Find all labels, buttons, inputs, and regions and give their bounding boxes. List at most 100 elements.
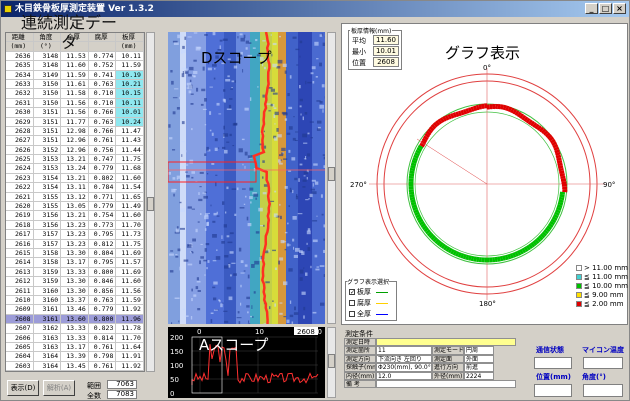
table-units-row[interactable]: (mm) (°) (mm) xyxy=(6,42,144,52)
checkbox[interactable] xyxy=(349,311,355,317)
table-cell: 0.802 xyxy=(89,173,117,183)
table-cell: 2617 xyxy=(6,230,34,239)
graph-option[interactable]: 全厚 xyxy=(349,309,388,319)
display-button[interactable]: 表示(D) xyxy=(7,380,39,396)
dscope-noise xyxy=(307,81,312,84)
table-row[interactable]: 2611 3160 13.30 0.856 11.56 xyxy=(6,286,144,296)
dscope-noise xyxy=(240,302,242,306)
dscope-noise xyxy=(234,213,237,216)
ascope-scrollbar[interactable] xyxy=(327,327,336,398)
dscope-noise xyxy=(289,187,292,190)
graph-option[interactable]: ✓ 板厚 xyxy=(349,287,388,297)
table-row[interactable]: 2623 3154 13.21 0.802 11.60 xyxy=(6,173,144,184)
dscope-noise xyxy=(184,164,189,166)
dscope-noise xyxy=(259,57,264,61)
table-row[interactable]: 2624 3153 13.24 0.779 11.68 xyxy=(6,164,144,174)
ascope-view[interactable]: 200150100500010202608 xyxy=(168,327,325,398)
table-row[interactable]: 2602316513.450.79611.87 xyxy=(6,371,144,372)
graph-option[interactable]: 腐厚 xyxy=(349,298,388,308)
table-cell: 11.56 xyxy=(61,98,89,108)
polar-graph[interactable]: 0° 90° 180° 270° xyxy=(342,24,629,326)
dscope-view[interactable] xyxy=(168,32,325,324)
dscope-noise xyxy=(279,312,283,315)
dscope-scrollbar[interactable] xyxy=(327,32,336,324)
table-row[interactable]: 2621 3155 13.12 0.771 11.65 xyxy=(6,192,144,203)
dscope-signal xyxy=(252,32,271,324)
close-button[interactable]: × xyxy=(613,3,626,14)
dscope-noise xyxy=(272,92,278,95)
thickness-trace-segment xyxy=(500,104,504,110)
dscope-noise xyxy=(315,76,318,78)
table-row[interactable]: 2614 3158 13.17 0.795 11.57 xyxy=(6,258,144,268)
table-row[interactable]: 2622 3154 13.11 0.784 11.54 xyxy=(6,183,144,193)
thickness-trace-segment xyxy=(544,132,551,138)
dscope-noise xyxy=(222,201,225,205)
dscope-noise xyxy=(238,321,241,324)
angle-label-270: 270° xyxy=(350,181,367,189)
table-row[interactable]: 2606 3163 13.33 0.814 11.70 xyxy=(6,333,144,343)
table-row[interactable]: 2618 3156 13.23 0.773 11.70 xyxy=(6,220,144,231)
dscope-noise xyxy=(284,248,287,251)
scroll-thumb[interactable] xyxy=(147,197,154,211)
table-row[interactable]: 2633 3150 11.61 0.763 10.21 xyxy=(6,79,144,90)
table-row[interactable]: 2609 3161 13.46 0.779 11.92 xyxy=(6,305,144,315)
checkbox[interactable] xyxy=(349,300,355,306)
table-row[interactable]: 2632 3150 11.58 0.710 10.15 xyxy=(6,89,144,99)
table-row[interactable]: 2604 3164 13.39 0.798 11.91 xyxy=(6,352,144,362)
table-row[interactable]: 2610 3160 13.37 0.763 11.59 xyxy=(6,295,144,306)
dscope-noise xyxy=(278,162,283,165)
dscope-noise xyxy=(244,165,246,169)
table-header[interactable]: 距離 角度 全厚 腐厚 板厚 xyxy=(6,33,144,43)
table-row[interactable]: 2619 3156 13.21 0.754 11.60 xyxy=(6,211,144,221)
table-cell: 距離 xyxy=(6,33,34,42)
thickness-trace-segment xyxy=(505,105,510,112)
table-cell: 2615 xyxy=(6,248,34,258)
table-row[interactable]: 2635 3148 11.60 0.752 11.59 xyxy=(6,61,144,71)
dscope-noise xyxy=(286,243,290,247)
table-row[interactable]: 2603 3164 13.45 0.761 11.92 xyxy=(6,361,144,371)
table-cell: 11.68 xyxy=(116,164,144,173)
table-row[interactable]: 2628 3151 12.98 0.766 11.47 xyxy=(6,126,144,137)
dscope-noise xyxy=(182,71,184,75)
table-row[interactable]: 2613 3159 13.33 0.800 11.69 xyxy=(6,267,144,278)
data-table[interactable]: 距離 角度 全厚 腐厚 板厚 (mm) (°) (mm) 2636 3148 11.53 0.774 1… xyxy=(5,32,145,372)
scroll-thumb[interactable] xyxy=(328,167,335,181)
checkbox[interactable]: ✓ xyxy=(349,289,356,296)
table-row[interactable]: 2605 3163 13.17 0.761 11.64 xyxy=(6,342,144,353)
condition-label: 測定モード xyxy=(432,346,464,355)
table-row[interactable]: 2616 3157 13.23 0.812 11.75 xyxy=(6,239,144,249)
table-row[interactable]: 2607 3162 13.33 0.823 11.78 xyxy=(6,324,144,334)
table-row[interactable]: 2620 3155 13.05 0.779 11.49 xyxy=(6,202,144,212)
dscope-noise xyxy=(239,33,243,36)
table-row[interactable]: 2626 3152 12.96 0.756 11.44 xyxy=(6,145,144,156)
table-row[interactable]: 2627 3151 12.96 0.761 11.43 xyxy=(6,136,144,146)
table-cell: 2635 xyxy=(6,61,34,70)
table-row[interactable]: 2636 3148 11.53 0.774 10.11 xyxy=(6,51,144,62)
thickness-trace-segment xyxy=(557,165,564,169)
table-row[interactable]: 2617 3157 13.23 0.795 11.73 xyxy=(6,230,144,240)
maximize-button[interactable]: □ xyxy=(599,3,612,14)
table-row[interactable]: 2625 3153 13.21 0.747 11.75 xyxy=(6,155,144,165)
dscope-noise xyxy=(212,64,217,67)
table-row[interactable]: 2612 3159 13.30 0.846 11.60 xyxy=(6,277,144,287)
table-row[interactable]: 2608 3161 13.60 0.800 11.96 xyxy=(6,314,144,325)
dscope-noise xyxy=(219,45,221,50)
table-cell: 13.30 xyxy=(61,277,89,286)
minimize-button[interactable]: _ xyxy=(585,3,598,14)
table-scrollbar[interactable] xyxy=(146,32,155,372)
dscope-noise xyxy=(291,189,294,194)
dscope-noise xyxy=(263,130,265,133)
dscope-noise xyxy=(306,169,309,173)
table-row[interactable]: 2615 3158 13.30 0.804 11.69 xyxy=(6,248,144,259)
scroll-thumb[interactable] xyxy=(328,354,335,368)
thickness-trace-segment xyxy=(512,252,517,258)
table-row[interactable]: 2630 3151 11.56 0.766 10.01 xyxy=(6,108,144,118)
dscope-noise xyxy=(274,267,278,270)
table-cell: 11.56 xyxy=(61,108,89,117)
dscope-noise xyxy=(240,272,245,274)
table-row[interactable]: 2629 3151 11.77 0.763 10.24 xyxy=(6,117,144,127)
table-row[interactable]: 2631 3150 11.56 0.710 10.11 xyxy=(6,98,144,109)
dscope-noise xyxy=(217,49,222,51)
analyze-button[interactable]: 解析(A) xyxy=(43,380,75,396)
table-row[interactable]: 2634 3149 11.59 0.741 10.19 xyxy=(6,70,144,80)
